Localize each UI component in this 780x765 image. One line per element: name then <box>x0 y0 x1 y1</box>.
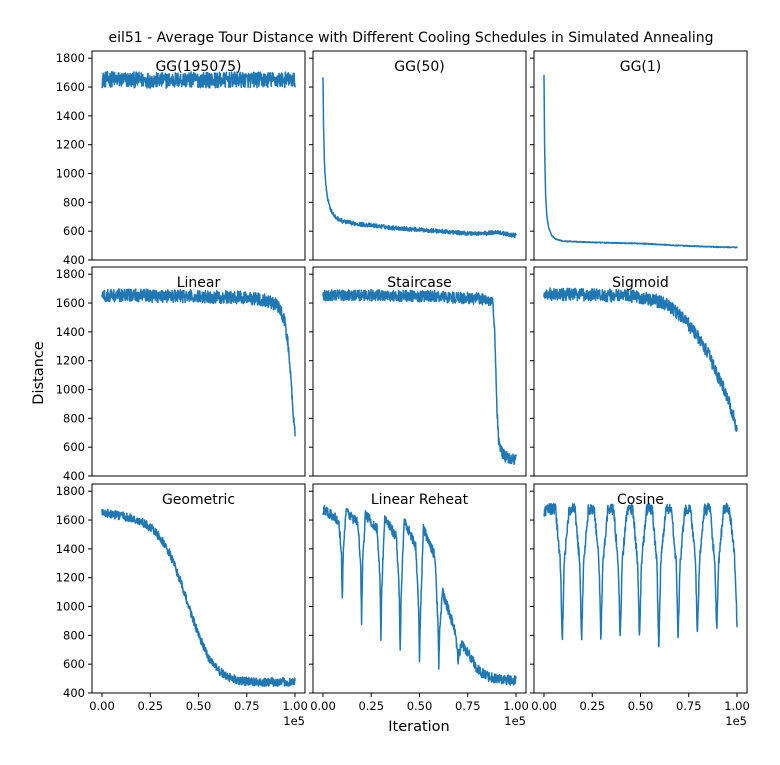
panel-geometric: Geometric 400 600 800 1000 1200 1400 1600 1800 0.… <box>56 483 308 728</box>
panel-title: Linear <box>177 275 221 291</box>
x-tick-label: 0.00 <box>89 699 115 713</box>
x-tick-label: 0.50 <box>407 699 433 713</box>
y-tick-label: 1400 <box>56 109 85 123</box>
x-tick-label: 0.00 <box>310 699 336 713</box>
panel-frame <box>312 50 527 261</box>
panel-grid: GG(195075)40060080010001200140016001800G… <box>56 50 750 728</box>
y-tick-label: 1200 <box>56 138 85 152</box>
series-line <box>543 74 738 249</box>
y-tick-label: 1600 <box>56 296 85 310</box>
y-tick-label: 1600 <box>56 513 85 527</box>
y-tick-label: 1000 <box>56 383 85 397</box>
x-tick-label: 1.00 <box>503 699 529 713</box>
y-tick-label: 1200 <box>56 354 85 368</box>
y-tick-label: 400 <box>63 469 85 483</box>
panel-title: Sigmoid <box>612 275 669 291</box>
y-tick-label: 1200 <box>56 571 85 585</box>
panel-sigmoid: Sigmoid <box>530 266 748 477</box>
y-tick-label: 800 <box>63 411 85 425</box>
y-tick-label: 1800 <box>56 267 85 281</box>
series-line <box>322 288 517 466</box>
x-tick-label: 1.00 <box>724 699 750 713</box>
series-line <box>101 508 296 687</box>
y-tick-label: 1400 <box>56 325 85 339</box>
y-axis-label: Distance <box>31 341 47 404</box>
series-line <box>322 77 517 239</box>
x-tick-label: 1.00 <box>282 699 308 713</box>
y-tick-label: 800 <box>63 628 85 642</box>
x-tick-label: 0.25 <box>358 699 384 713</box>
panel-staircase: Staircase <box>309 266 527 477</box>
panel-title: Staircase <box>387 275 451 291</box>
y-tick-label: 1800 <box>56 51 85 65</box>
x-tick-label: 0.25 <box>137 699 163 713</box>
x-tick-label: 0.50 <box>186 699 212 713</box>
x-tick-label: 0.75 <box>234 699 260 713</box>
y-tick-label: 1000 <box>56 167 85 181</box>
x-offset-label: 1e5 <box>725 714 747 728</box>
y-tick-label: 1800 <box>56 484 85 498</box>
y-tick-label: 1000 <box>56 600 85 614</box>
series-line <box>101 70 296 89</box>
y-tick-label: 1600 <box>56 80 85 94</box>
x-offset-label: 1e5 <box>283 714 305 728</box>
y-tick-label: 800 <box>63 195 85 209</box>
y-tick-label: 1400 <box>56 542 85 556</box>
x-tick-label: 0.75 <box>455 699 481 713</box>
x-offset-label: 1e5 <box>504 714 526 728</box>
panel-gg-1-: GG(1) <box>530 50 748 261</box>
panel-gg-195075-: GG(195075) 400 600 800 1000 1200 1400 1600 1800 <box>56 50 306 267</box>
x-tick-label: 0.75 <box>676 699 702 713</box>
x-tick-label: 0.25 <box>579 699 605 713</box>
panel-title: GG(1) <box>620 59 662 75</box>
x-tick-label: 0.00 <box>531 699 557 713</box>
series-line <box>543 502 738 648</box>
panel-title: GG(50) <box>394 59 444 75</box>
panel-title: GG(195075) <box>155 59 241 75</box>
panel-linear: Linear 400 600 800 1000 1200 1400 1600 1800 <box>56 266 306 483</box>
panel-title: Cosine <box>617 492 664 508</box>
y-tick-label: 600 <box>63 224 85 238</box>
y-tick-label: 400 <box>63 686 85 700</box>
panel-frame <box>533 50 748 261</box>
x-tick-label: 0.50 <box>628 699 654 713</box>
panel-title: Linear Reheat <box>371 492 469 508</box>
panel-gg-50-: GG(50) <box>309 50 527 261</box>
series-line <box>101 288 296 437</box>
y-tick-label: 400 <box>63 253 85 267</box>
chart-title: eil51 - Average Tour Distance with Diffe… <box>109 30 714 46</box>
x-axis-label: Iteration <box>388 719 450 735</box>
y-tick-label: 600 <box>63 657 85 671</box>
series-line <box>322 505 517 686</box>
panel-title: Geometric <box>162 492 235 508</box>
y-tick-label: 600 <box>63 440 85 454</box>
series-line <box>543 287 738 432</box>
